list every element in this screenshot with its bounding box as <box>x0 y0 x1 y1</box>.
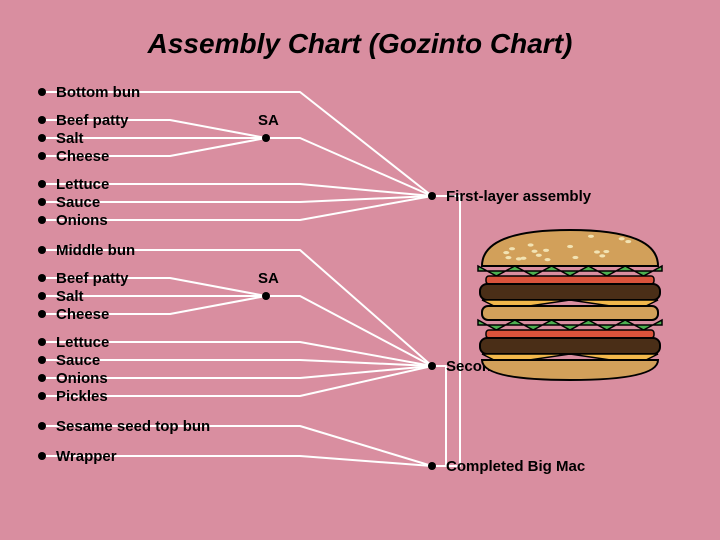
input-bullet <box>38 374 46 382</box>
assembly-node-bullet <box>428 462 436 470</box>
input-bullet <box>38 422 46 430</box>
input-bullet <box>38 338 46 346</box>
input-label: Beef patty <box>56 112 129 129</box>
input-label: Sauce <box>56 352 100 369</box>
input-label: Cheese <box>56 148 109 165</box>
sa-node-bullet <box>262 134 270 142</box>
input-label: Salt <box>56 130 84 147</box>
burger-illustration <box>470 220 670 390</box>
page-title: Assembly Chart (Gozinto Chart) <box>0 28 720 60</box>
input-label: Salt <box>56 288 84 305</box>
sa-node-label: SA <box>258 270 279 287</box>
sa-node-bullet <box>262 292 270 300</box>
input-bullet <box>38 246 46 254</box>
input-bullet <box>38 356 46 364</box>
sa-node-label: SA <box>258 112 279 129</box>
input-label: Lettuce <box>56 176 109 193</box>
input-label: Middle bun <box>56 242 135 259</box>
input-label: Onions <box>56 212 108 229</box>
input-label: Sesame seed top bun <box>56 418 210 435</box>
input-label: Onions <box>56 370 108 387</box>
input-bullet <box>38 180 46 188</box>
assembly-node-bullet <box>428 192 436 200</box>
input-bullet <box>38 198 46 206</box>
input-bullet <box>38 392 46 400</box>
input-bullet <box>38 452 46 460</box>
assembly-node-label: First-layer assembly <box>446 188 591 205</box>
input-label: Beef patty <box>56 270 129 287</box>
input-label: Sauce <box>56 194 100 211</box>
input-label: Wrapper <box>56 448 117 465</box>
input-bullet <box>38 310 46 318</box>
input-label: Bottom bun <box>56 84 140 101</box>
input-bullet <box>38 134 46 142</box>
assembly-node-label: Completed Big Mac <box>446 458 585 475</box>
input-bullet <box>38 152 46 160</box>
input-bullet <box>38 116 46 124</box>
input-bullet <box>38 88 46 96</box>
input-bullet <box>38 274 46 282</box>
input-label: Cheese <box>56 306 109 323</box>
input-bullet <box>38 216 46 224</box>
input-bullet <box>38 292 46 300</box>
input-label: Pickles <box>56 388 108 405</box>
assembly-node-bullet <box>428 362 436 370</box>
input-label: Lettuce <box>56 334 109 351</box>
